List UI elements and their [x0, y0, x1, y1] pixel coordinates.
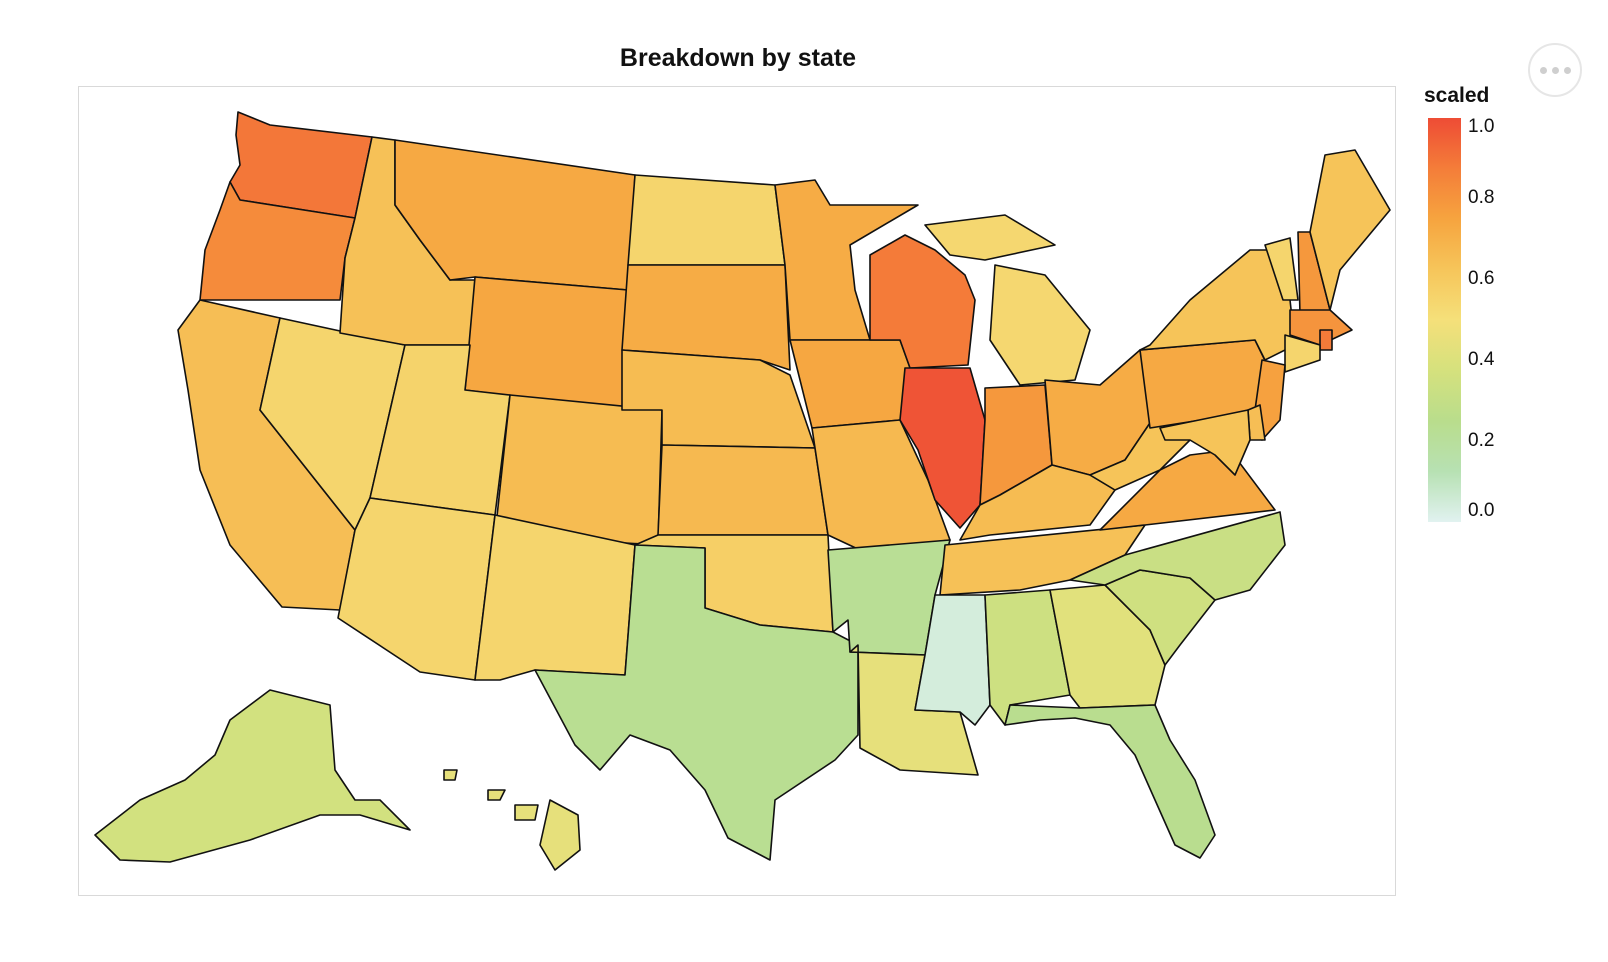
state-hi[interactable] — [443, 769, 581, 871]
state-mi[interactable] — [924, 214, 1056, 261]
state-sd[interactable] — [621, 264, 791, 371]
state-md[interactable] — [1159, 409, 1251, 476]
more-horizontal-icon — [1551, 66, 1559, 74]
state-tx[interactable] — [534, 544, 859, 861]
more-options-button[interactable] — [1528, 43, 1582, 97]
state-fl[interactable] — [1004, 704, 1216, 859]
more-horizontal-icon — [1539, 66, 1547, 74]
chart-title: Breakdown by state — [619, 44, 857, 72]
state-wi[interactable] — [869, 234, 976, 369]
legend-tick: 1.0 — [1468, 116, 1495, 137]
state-nc[interactable] — [1069, 511, 1286, 601]
state-or[interactable] — [199, 181, 356, 301]
state-ct[interactable] — [1284, 334, 1321, 373]
state-mi[interactable] — [989, 264, 1091, 386]
state-ak[interactable] — [94, 689, 411, 863]
legend-tick: 0.2 — [1468, 430, 1495, 451]
legend-tick: 0.0 — [1468, 500, 1495, 521]
state-ma[interactable] — [1289, 309, 1353, 346]
state-az[interactable] — [337, 497, 496, 681]
legend-tick: 0.4 — [1468, 349, 1495, 370]
state-ia[interactable] — [789, 339, 919, 429]
legend-tick: 0.8 — [1468, 187, 1495, 208]
state-il[interactable] — [899, 367, 986, 529]
more-horizontal-icon — [1563, 66, 1571, 74]
state-mn[interactable] — [774, 179, 919, 341]
legend-tick: 0.6 — [1468, 268, 1495, 289]
state-ri[interactable] — [1319, 329, 1333, 351]
state-nd[interactable] — [627, 174, 786, 266]
legend-color-bar — [1428, 118, 1461, 522]
state-ks[interactable] — [657, 444, 829, 536]
state-wy[interactable] — [464, 276, 629, 411]
map-frame — [78, 86, 1396, 896]
state-vt[interactable] — [1264, 237, 1299, 301]
state-nm[interactable] — [474, 514, 636, 681]
legend-title: scaled — [1424, 84, 1490, 107]
